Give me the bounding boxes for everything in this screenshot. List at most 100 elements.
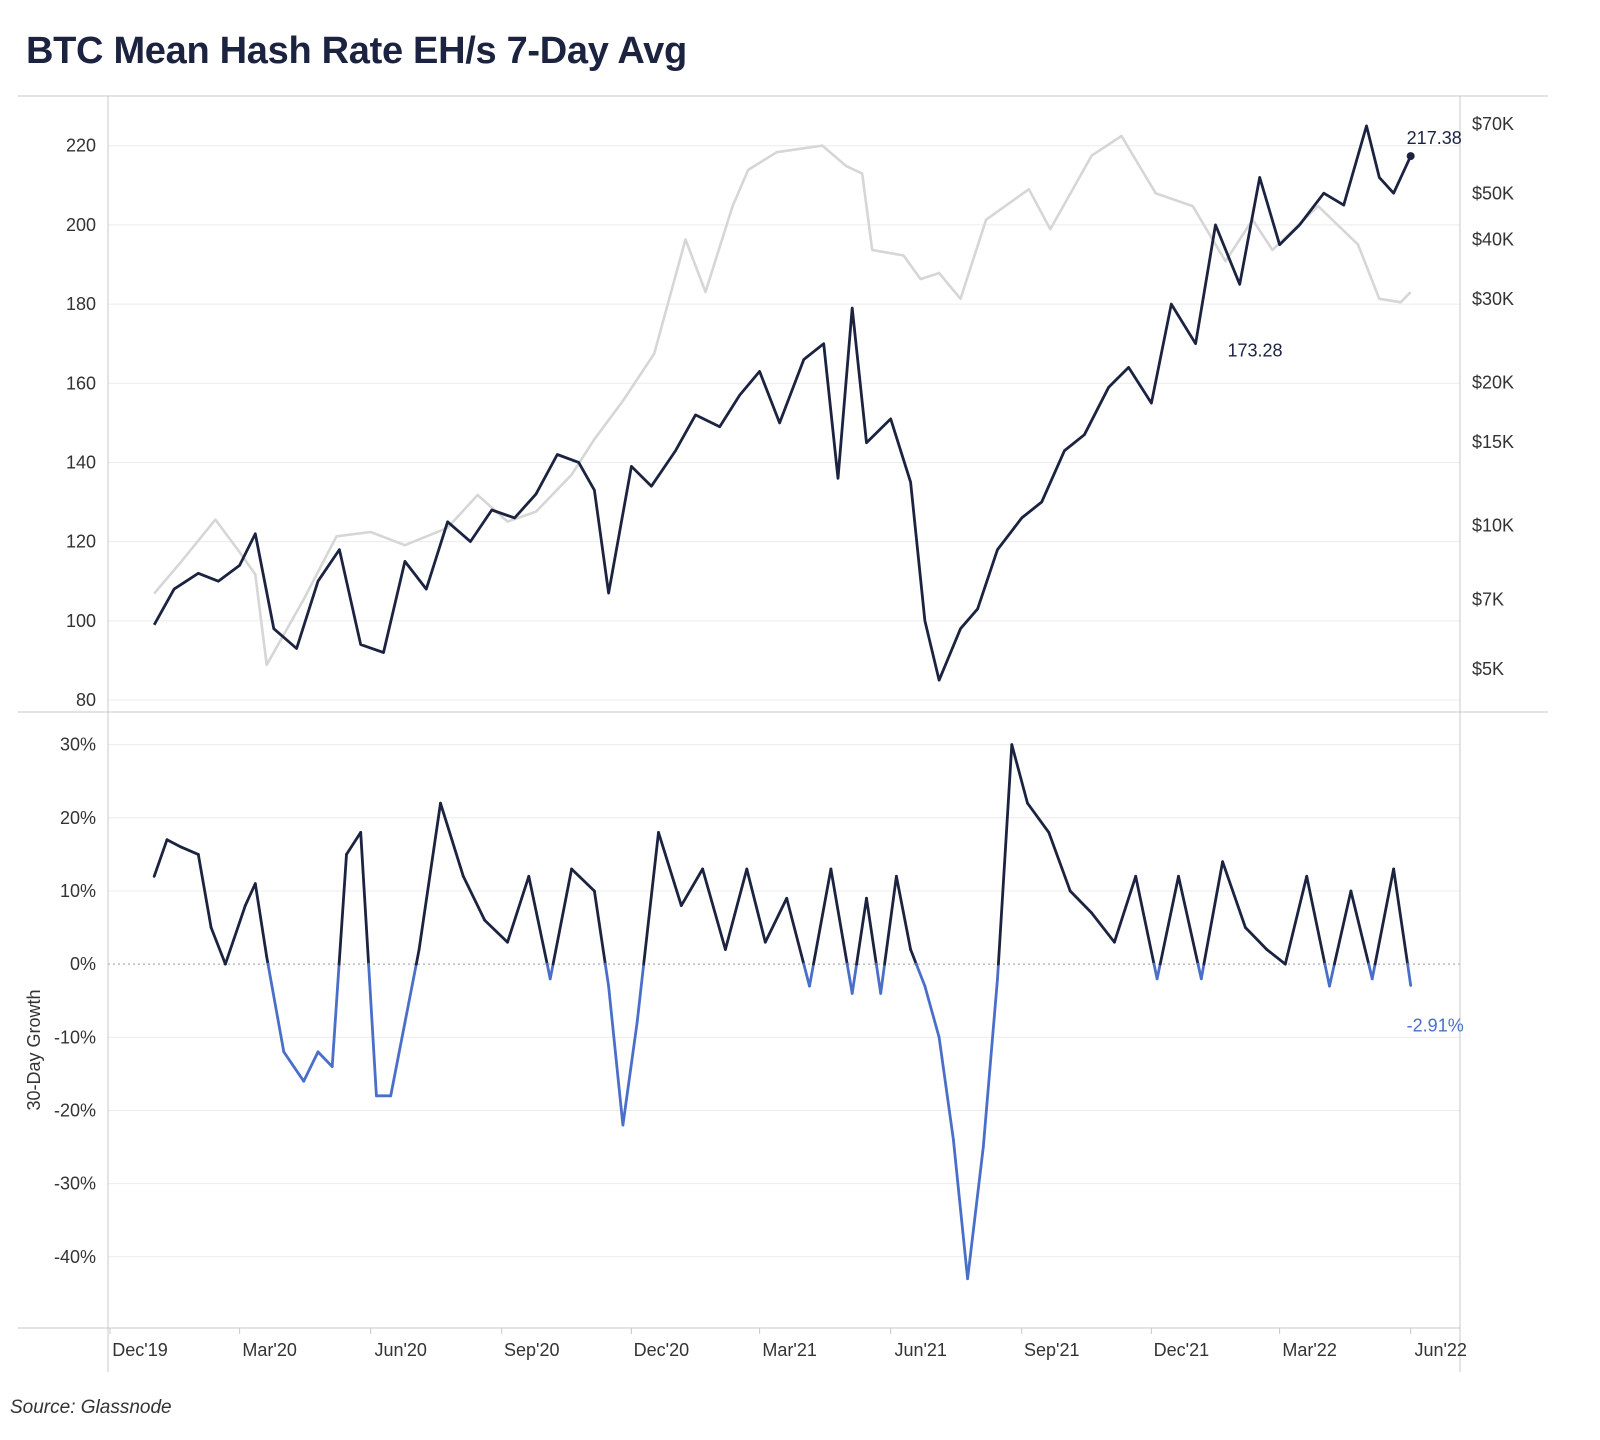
growth-segment-positive xyxy=(527,874,549,966)
growth-segment-negative xyxy=(282,1050,306,1083)
growth-segment-positive xyxy=(1010,743,1029,805)
y-tick-label-left: 220 xyxy=(66,136,96,156)
hash-rate-end-point xyxy=(1406,152,1415,161)
growth-segment-positive xyxy=(701,867,727,951)
growth-segment-positive xyxy=(417,801,442,951)
growth-segment-positive xyxy=(337,853,348,966)
x-tick-label: Jun'20 xyxy=(374,1340,426,1360)
growth-segment-positive xyxy=(1349,889,1371,966)
y-tick-label-bottom: -30% xyxy=(54,1174,96,1194)
growth-last-value-label: -2.91% xyxy=(1407,1015,1464,1035)
growth-segment-negative xyxy=(389,1021,407,1098)
growth-segment-negative xyxy=(1323,962,1331,988)
growth-segment-positive xyxy=(1244,926,1269,951)
growth-segment-positive xyxy=(439,801,465,878)
growth-segment-positive xyxy=(812,867,833,966)
growth-segment-positive xyxy=(414,948,421,966)
growth-segment-positive xyxy=(593,889,607,966)
growth-segment-positive xyxy=(1134,874,1156,966)
growth-segment-positive xyxy=(909,948,918,966)
growth-segment-positive xyxy=(1113,874,1138,944)
growth-segment-negative xyxy=(1370,962,1377,981)
growth-segment-positive xyxy=(1202,860,1224,966)
y-tick-label-bottom: 0% xyxy=(70,954,96,974)
y-tick-label-right: $30K xyxy=(1472,289,1514,309)
growth-segment-positive xyxy=(724,867,749,951)
growth-segment-positive xyxy=(1090,911,1116,944)
growth-segment-negative xyxy=(603,962,610,988)
growth-segment-positive xyxy=(1026,801,1051,834)
growth-segment-negative xyxy=(548,962,555,981)
growth-segment-positive xyxy=(1068,889,1093,915)
y-tick-label-right: $5K xyxy=(1472,659,1504,679)
growth-segment-negative xyxy=(879,962,886,995)
x-tick-label: Mar'22 xyxy=(1282,1340,1336,1360)
hash-rate-last-value-label: 217.38 xyxy=(1407,128,1462,148)
x-tick-label: Dec'20 xyxy=(634,1340,689,1360)
growth-segment-positive xyxy=(1305,874,1327,966)
growth-segment-negative xyxy=(266,962,286,1054)
x-tick-label: Sep'21 xyxy=(1024,1340,1080,1360)
growth-segment-negative xyxy=(845,962,854,995)
series-layer xyxy=(152,124,1413,1281)
growth-segment-positive xyxy=(152,838,169,878)
y-tick-label-bottom: 30% xyxy=(60,735,96,755)
x-tick-label: Mar'20 xyxy=(242,1340,296,1360)
y-tick-label-left: 160 xyxy=(66,373,96,393)
growth-segment-negative xyxy=(621,1021,639,1127)
growth-segment-positive xyxy=(1373,867,1395,966)
y-tick-label-left: 120 xyxy=(66,532,96,552)
y-tick-label-left: 80 xyxy=(76,690,96,710)
chart-title: BTC Mean Hash Rate EH/s 7-Day Avg xyxy=(26,30,687,72)
y-tick-label-right: $15K xyxy=(1472,432,1514,452)
frame-layer xyxy=(18,95,1548,1372)
growth-segment-negative xyxy=(802,962,811,988)
growth-segment-negative xyxy=(937,1035,955,1142)
growth-segment-positive xyxy=(883,874,898,966)
y-tick-label-bottom: -10% xyxy=(54,1027,96,1047)
growth-segment-positive xyxy=(679,867,704,907)
growth-segment-negative xyxy=(996,962,1000,981)
growth-segment-negative xyxy=(607,984,625,1127)
growth-segment-positive xyxy=(196,853,213,929)
growth-segment-positive xyxy=(345,831,363,856)
growth-segment-positive xyxy=(745,867,767,944)
growth-segment-negative xyxy=(914,962,927,988)
x-tick-label: Jun'22 xyxy=(1414,1340,1466,1360)
growth-segment-positive xyxy=(642,831,660,966)
growth-segment-positive xyxy=(461,874,487,922)
grid-layer xyxy=(108,145,1460,1258)
growth-segment-negative xyxy=(1406,962,1413,987)
growth-segment-negative xyxy=(330,962,341,1068)
growth-segment-negative xyxy=(302,1050,320,1083)
growth-segment-positive xyxy=(570,867,596,893)
growth-segment-positive xyxy=(1047,831,1072,893)
growth-segment-negative xyxy=(635,962,646,1025)
y-tick-label-left: 140 xyxy=(66,452,96,472)
growth-segment-positive xyxy=(1392,867,1409,966)
y-tick-label-right: $20K xyxy=(1472,373,1514,393)
y-tick-label-right: $10K xyxy=(1472,516,1514,536)
growth-segment-negative xyxy=(952,1138,969,1281)
growth-segment-positive xyxy=(1265,948,1287,966)
growth-segment-positive xyxy=(1283,874,1309,966)
growth-segment-positive xyxy=(165,838,183,849)
x-tick-label: Sep'20 xyxy=(504,1340,560,1360)
growth-segment-positive xyxy=(1158,874,1180,966)
growth-segment-negative xyxy=(808,962,815,988)
growth-segment-positive xyxy=(551,867,573,966)
y-axis-title: 30-Day Growth xyxy=(24,989,44,1110)
x-tick-label: Mar'21 xyxy=(762,1340,816,1360)
y-tick-label-right: $70K xyxy=(1472,114,1514,134)
growth-segment-positive xyxy=(855,896,868,966)
growth-segment-negative xyxy=(367,962,378,1098)
hash-rate-value-label: 173.28 xyxy=(1228,341,1283,361)
growth-segment-positive xyxy=(865,896,878,966)
x-tick-label: Dec'21 xyxy=(1154,1340,1209,1360)
growth-segment-positive xyxy=(785,896,806,966)
growth-segment-negative xyxy=(1155,962,1162,981)
y-tick-label-right: $7K xyxy=(1472,589,1504,609)
growth-segment-negative xyxy=(1199,962,1206,981)
growth-segment-negative xyxy=(403,962,418,1025)
